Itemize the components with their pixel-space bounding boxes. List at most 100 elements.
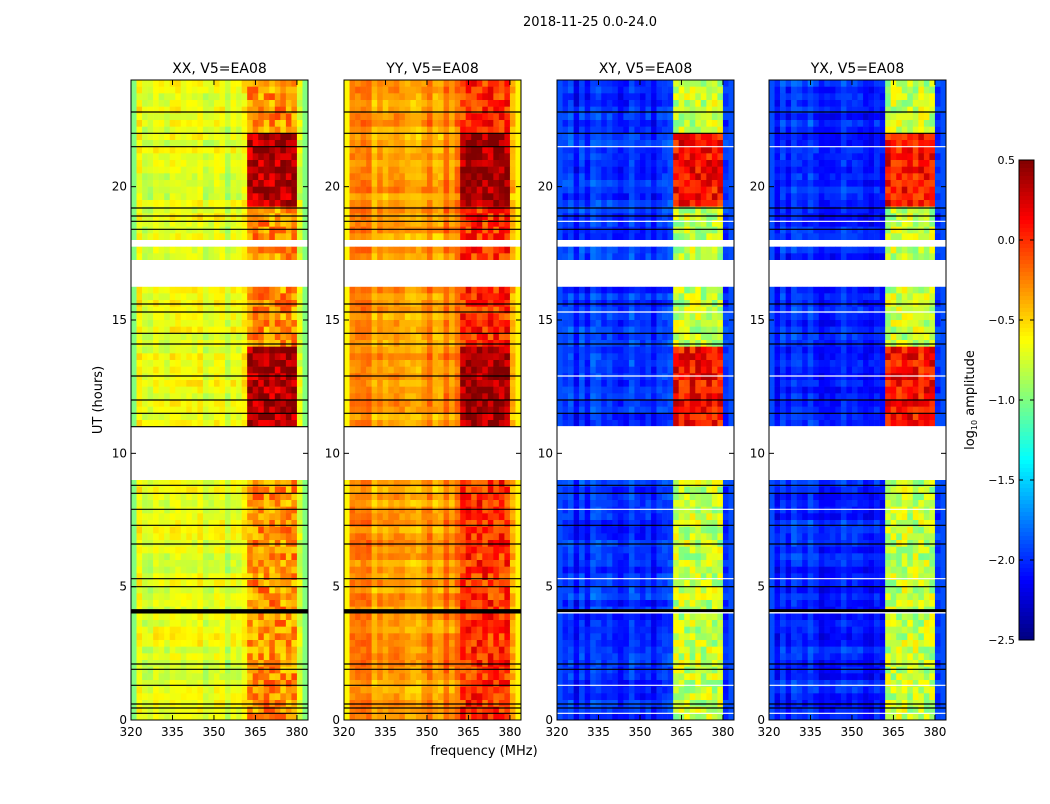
heatmap-cell bbox=[444, 153, 450, 160]
heatmap-cell bbox=[421, 547, 427, 554]
heatmap-cell bbox=[488, 527, 494, 534]
heatmap-cell bbox=[170, 413, 176, 420]
heatmap-cell bbox=[203, 667, 209, 674]
heatmap-cell bbox=[159, 613, 165, 620]
heatmap-cell bbox=[477, 127, 483, 134]
heatmap-cell bbox=[242, 687, 248, 694]
heatmap-cell bbox=[504, 133, 510, 140]
heatmap-cell bbox=[181, 367, 187, 374]
heatmap-cell bbox=[214, 213, 220, 220]
heatmap-cell bbox=[236, 613, 242, 620]
heatmap-cell bbox=[388, 80, 394, 87]
heatmap-cell bbox=[510, 580, 516, 587]
heatmap-cell bbox=[231, 620, 237, 627]
heatmap-cell bbox=[247, 140, 253, 147]
heatmap-cell bbox=[297, 600, 303, 607]
heatmap-cell bbox=[482, 373, 488, 380]
heatmap-cell bbox=[416, 493, 422, 500]
heatmap-cell bbox=[208, 500, 214, 507]
heatmap-cell bbox=[153, 113, 159, 120]
heatmap-cell bbox=[192, 400, 198, 407]
heatmap-cell bbox=[170, 393, 176, 400]
heatmap-cell bbox=[455, 80, 461, 87]
heatmap-cell bbox=[231, 373, 237, 380]
heatmap-cell bbox=[427, 233, 433, 240]
heatmap-cell bbox=[142, 633, 148, 640]
heatmap-cell bbox=[477, 580, 483, 587]
heatmap-cell bbox=[275, 360, 281, 367]
heatmap-cell bbox=[482, 567, 488, 574]
heatmap-cell bbox=[186, 193, 192, 200]
heatmap-cell bbox=[170, 187, 176, 194]
heatmap-cell bbox=[297, 93, 303, 100]
heatmap-cell bbox=[482, 393, 488, 400]
heatmap-cell bbox=[449, 133, 455, 140]
heatmap-cell bbox=[493, 367, 499, 374]
heatmap-cell bbox=[275, 87, 281, 94]
heatmap-cell bbox=[142, 653, 148, 660]
heatmap-cell bbox=[405, 100, 411, 107]
heatmap-cell bbox=[153, 167, 159, 174]
heatmap-cell bbox=[377, 247, 383, 254]
heatmap-cell bbox=[477, 247, 483, 254]
heatmap-cell bbox=[416, 620, 422, 627]
heatmap-cell bbox=[197, 293, 203, 300]
heatmap-cell bbox=[388, 413, 394, 420]
heatmap-cell bbox=[297, 167, 303, 174]
heatmap-cell bbox=[482, 100, 488, 107]
heatmap-cell bbox=[510, 173, 516, 180]
heatmap-cell bbox=[197, 327, 203, 334]
heatmap-cell bbox=[148, 673, 154, 680]
heatmap-cell bbox=[444, 533, 450, 540]
heatmap-cell bbox=[253, 93, 259, 100]
heatmap-cell bbox=[460, 193, 466, 200]
heatmap-cell bbox=[515, 400, 521, 407]
heatmap-cell bbox=[416, 133, 422, 140]
heatmap-cell bbox=[421, 187, 427, 194]
heatmap-cell bbox=[410, 193, 416, 200]
heatmap-cell bbox=[438, 153, 444, 160]
heatmap-cell bbox=[449, 407, 455, 414]
heatmap-cell bbox=[477, 313, 483, 320]
heatmap-cell bbox=[242, 320, 248, 327]
heatmap-cell bbox=[399, 180, 405, 187]
heatmap-cell bbox=[388, 287, 394, 294]
heatmap-cell bbox=[175, 633, 181, 640]
heatmap-cell bbox=[399, 100, 405, 107]
heatmap-cell bbox=[264, 667, 270, 674]
heatmap-cell bbox=[394, 500, 400, 507]
heatmap-cell bbox=[170, 407, 176, 414]
heatmap-cell bbox=[355, 500, 361, 507]
heatmap-cell bbox=[394, 133, 400, 140]
heatmap-cell bbox=[231, 653, 237, 660]
heatmap-cell bbox=[493, 333, 499, 340]
heatmap-cell bbox=[214, 527, 220, 534]
heatmap-cell bbox=[366, 293, 372, 300]
heatmap-cell bbox=[275, 200, 281, 207]
heatmap-cell bbox=[377, 613, 383, 620]
heatmap-cell bbox=[291, 527, 297, 534]
heatmap-cell bbox=[164, 493, 170, 500]
heatmap-cell bbox=[208, 113, 214, 120]
heatmap-cell bbox=[242, 653, 248, 660]
heatmap-cell bbox=[433, 367, 439, 374]
heatmap-cell bbox=[355, 173, 361, 180]
heatmap-cell bbox=[214, 193, 220, 200]
heatmap-cell bbox=[455, 393, 461, 400]
heatmap-cell bbox=[499, 327, 505, 334]
heatmap-cell bbox=[175, 160, 181, 167]
heatmap-cell bbox=[181, 587, 187, 594]
heatmap-cell bbox=[164, 247, 170, 254]
heatmap-cell bbox=[291, 380, 297, 387]
heatmap-cell bbox=[258, 347, 264, 354]
heatmap-cell bbox=[399, 147, 405, 154]
heatmap-cell bbox=[220, 647, 226, 654]
heatmap-cell bbox=[192, 367, 198, 374]
heatmap-cell bbox=[350, 227, 356, 234]
heatmap-cell bbox=[258, 227, 264, 234]
heatmap-cell bbox=[203, 93, 209, 100]
heatmap-cell bbox=[197, 380, 203, 387]
heatmap-cell bbox=[137, 387, 143, 394]
heatmap-cell bbox=[355, 287, 361, 294]
heatmap-cell bbox=[192, 313, 198, 320]
